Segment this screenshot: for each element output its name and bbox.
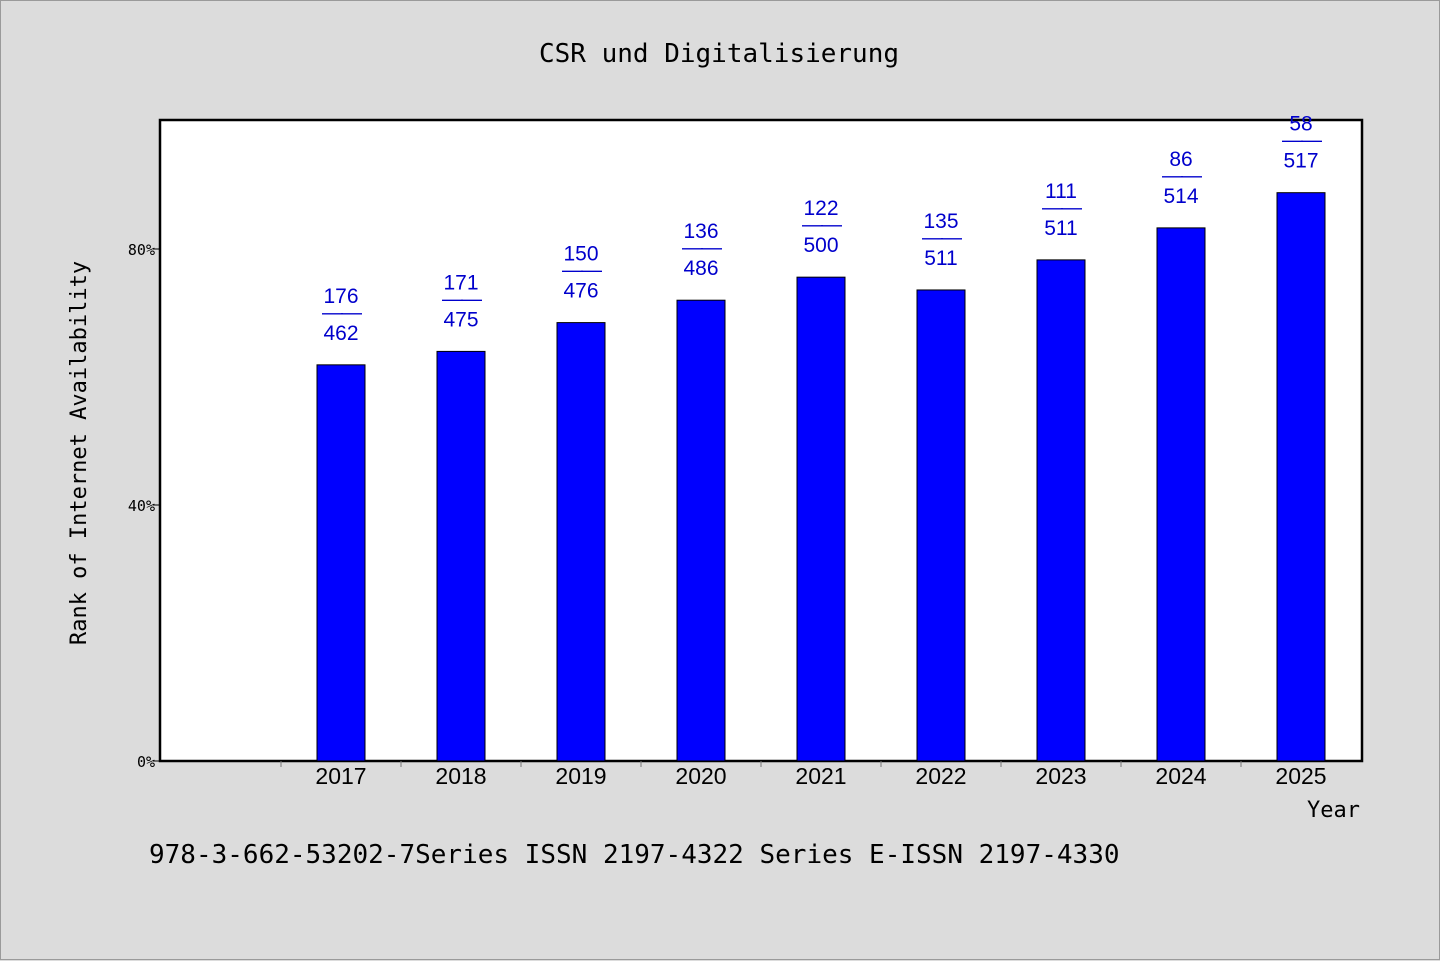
data-label-separator: —— [322, 301, 362, 324]
x-tick-label: 2019 [555, 763, 606, 789]
bar [916, 289, 966, 762]
y-tick-label: 40% [128, 497, 155, 515]
data-label-top: 135 [923, 210, 958, 233]
bar [676, 299, 726, 762]
x-tick-label: 2018 [435, 763, 486, 789]
data-label-top: 171 [443, 271, 478, 294]
data-label-top: 111 [1045, 180, 1077, 203]
y-axis-title: Rank of Internet Availability [67, 261, 92, 645]
data-label-bottom: 476 [563, 280, 598, 303]
data-label-bottom: 511 [924, 247, 957, 270]
data-label-separator: —— [562, 259, 602, 282]
footer-isbn-text: 978-3-662-53202-7Series ISSN 2197-4322 S… [149, 840, 1120, 870]
data-labels: 176——462171——475150——476136——486122——500… [322, 113, 1324, 345]
data-label-separator: —— [1042, 196, 1082, 219]
data-label-separator: —— [802, 213, 842, 236]
data-label-bottom: 500 [803, 234, 838, 257]
data-label-top: 136 [683, 220, 718, 243]
x-tick-label: 2021 [795, 763, 846, 789]
data-label-bottom: 517 [1283, 150, 1318, 173]
data-label-bottom: 475 [443, 308, 478, 331]
data-label-separator: —— [922, 226, 962, 249]
bar-series [316, 192, 1326, 762]
bar [1036, 259, 1086, 762]
x-tick-label: 2017 [315, 763, 366, 789]
data-label-top: 150 [563, 243, 598, 266]
bar [316, 364, 366, 762]
x-tick-label: 2022 [915, 763, 966, 789]
data-label-top: 86 [1169, 148, 1192, 171]
x-tick-label: 2020 [675, 763, 726, 789]
chart-title: CSR und Digitalisierung [539, 39, 899, 69]
y-axis: 0% 40% 80% [128, 241, 161, 771]
bar [436, 350, 486, 762]
y-tick-label: 80% [128, 241, 155, 259]
y-tick-label: 0% [137, 753, 155, 771]
data-label-separator: —— [1282, 129, 1322, 152]
data-label-bottom: 462 [323, 322, 358, 345]
bar [796, 276, 846, 762]
data-label-separator: —— [442, 287, 482, 310]
data-label-top: 176 [323, 285, 358, 308]
data-label-separator: —— [1162, 164, 1202, 187]
data-label-separator: —— [682, 236, 722, 259]
x-axis: 2017 2018 2019 2020 2021 2022 2023 2024 2025 [280, 761, 1327, 789]
data-label-bottom: 514 [1163, 185, 1198, 208]
data-label-top: 122 [803, 197, 838, 220]
bar [1276, 192, 1326, 762]
x-tick-label: 2024 [1155, 763, 1206, 789]
x-tick-label: 2025 [1275, 763, 1326, 789]
data-label-bottom: 511 [1044, 217, 1077, 240]
bar [1156, 227, 1206, 762]
x-axis-title: Year [1307, 798, 1360, 823]
data-label-top: 58 [1289, 113, 1312, 136]
bar [556, 322, 606, 762]
x-tick-label: 2023 [1035, 763, 1086, 789]
data-label-bottom: 486 [683, 257, 718, 280]
